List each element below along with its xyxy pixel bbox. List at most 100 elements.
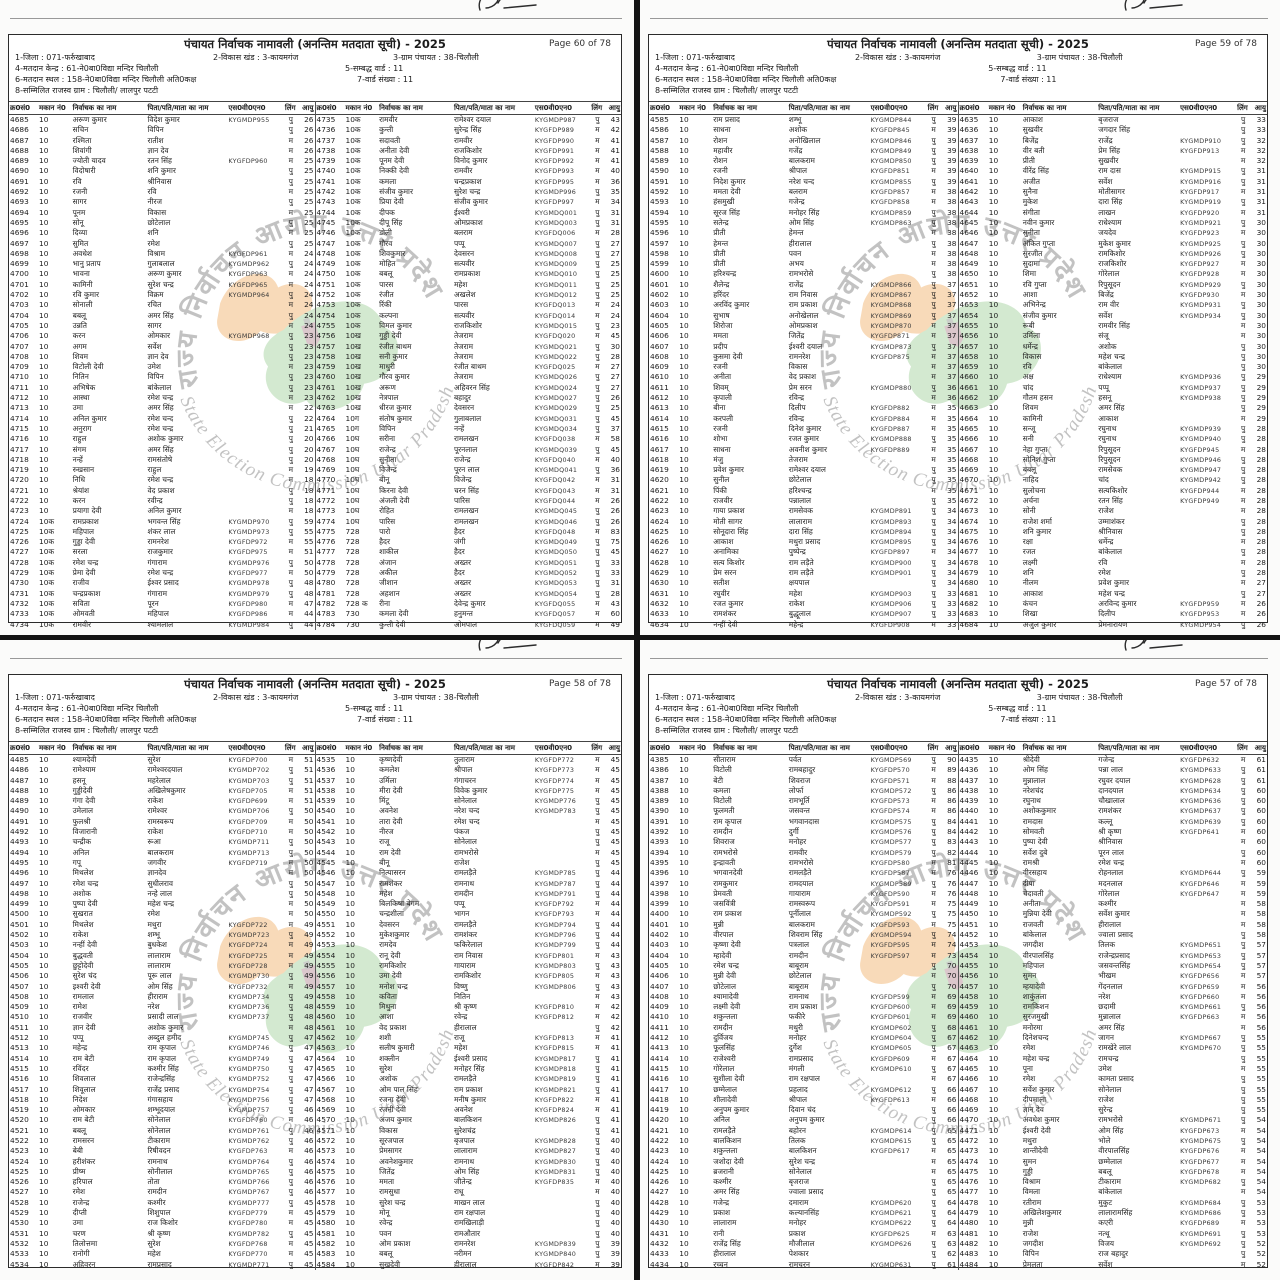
age: 35 (947, 495, 957, 505)
gender: पु (931, 217, 936, 227)
svn-id: KYGFDP882 (870, 404, 910, 413)
age: 39 (947, 145, 957, 155)
age: 57 (1256, 940, 1266, 950)
age: 24 (304, 310, 314, 320)
age: 45 (304, 1218, 314, 1228)
voter-name: अरविंद कुमार (713, 300, 750, 310)
voter-name: नीरज (379, 827, 394, 837)
voter-name: नन्हीं देवी (713, 619, 738, 629)
house-number: 10 (988, 1012, 999, 1022)
relation-name: रामनरेश (788, 351, 811, 361)
age: 30 (1256, 351, 1266, 361)
house-number: 10 (345, 1177, 355, 1187)
voter-row: 4724 10क रामप्रकाश भगवन्त सिंह KYGMDP970 पु 59 (9, 517, 315, 527)
age: 29 (1256, 382, 1266, 392)
relation-name: गायाराम (788, 888, 811, 898)
relation-name: शिवराज (788, 775, 811, 785)
voter-row: 4784 730 कुन्ती देवी ओमपाल KYGFDQ059 म 49 (316, 620, 622, 630)
age: 50 (304, 557, 314, 567)
serial-number: 4592 (650, 187, 669, 197)
meta-revenue-village: 8-सम्मिलित राजस्व ग्राम : चिलौली/ लालपुर… (15, 726, 159, 735)
gender: म (1240, 156, 1246, 166)
gender: पु (595, 248, 600, 258)
house-number: 10 (39, 465, 49, 475)
voter-name: सन्जू (1022, 423, 1036, 433)
serial-number: 4656 (959, 331, 979, 341)
voter-name: अनिल (713, 1115, 730, 1125)
age: 24 (304, 259, 314, 269)
voter-row: 4507 10 इश्वरी देवी ओम सिंह KYGFDP732 म 49 (9, 982, 315, 992)
voter-name: मनोरमा (1022, 1022, 1043, 1032)
svn-id (227, 414, 284, 424)
age: 25 (304, 197, 314, 207)
age: 23 (304, 351, 314, 361)
svn-id: KYGMDQ012 (534, 291, 578, 300)
voter-name: राजेश्वरी (713, 1053, 736, 1063)
voter-row: 4730 10क राजीव ईश्वर प्रसाद KYGMDP978 पु 48 (9, 578, 315, 588)
voter-name: बबलू (379, 1249, 393, 1259)
relation-name: रामशंकर (1098, 806, 1122, 816)
age: 59 (1256, 878, 1266, 888)
age: 39 (610, 1259, 620, 1269)
svn-id (1179, 362, 1236, 372)
svn-id: KYGFDP913 (1180, 146, 1220, 155)
svn-id (870, 1177, 927, 1187)
house-number: 10 (988, 217, 999, 227)
voter-name: रमेश चन्द्र (72, 878, 99, 888)
serial-number: 4688 (10, 145, 29, 155)
relation-name: हैदर (453, 547, 465, 557)
age: 30 (1256, 269, 1266, 279)
voter-name: रमेश (1022, 1074, 1036, 1084)
gender: म (931, 899, 936, 909)
voter-name: महिपाल (72, 526, 94, 536)
svn-id (227, 342, 284, 352)
house-number: 10 (988, 960, 999, 970)
serial-number: 4755 (316, 320, 336, 330)
house-number: 10 (345, 888, 355, 898)
house-number: 10 (988, 485, 999, 495)
age: 28 (1256, 495, 1266, 505)
serial-number: 4418 (650, 1094, 669, 1104)
meta-district: 1-जिला : 071-फर्रुखाबाद (655, 53, 735, 62)
house-number: 10 (39, 1063, 49, 1073)
gender: पु (595, 341, 600, 351)
voter-name: उन्नति (72, 320, 87, 330)
voter-name: शिवलाल (72, 1074, 96, 1084)
relation-name: मनोहर सिंह (453, 1063, 485, 1073)
house-number: 10 (679, 1208, 689, 1218)
relation-name: रामसंतोषे (147, 454, 173, 464)
voter-name: उर्मिला (379, 775, 397, 785)
age: 23 (304, 393, 314, 403)
serial-number: 4521 (10, 1125, 29, 1135)
svn-id (870, 475, 927, 485)
svn-id (534, 1218, 591, 1228)
voter-name: रामकिशन (1022, 1002, 1049, 1012)
svn-id: KYGFDP609 (870, 1054, 910, 1063)
relation-name: आकाश (1098, 413, 1119, 423)
house-number: 10क (39, 578, 55, 588)
svn-id (1179, 506, 1236, 516)
voter-row: 4630 10 सतीश क्षयपाल पु 34 (649, 578, 958, 588)
relation-name: विदेश कुमार (147, 115, 180, 124)
svn-id (534, 837, 591, 847)
relation-name: राधेश्याम (1098, 217, 1122, 227)
relation-name: बिजेंद्र (1098, 290, 1114, 300)
serial-number: 4526 (10, 1177, 29, 1187)
voter-name: रामेश (72, 1002, 87, 1012)
house-number: 10 (679, 1259, 689, 1269)
relation-name: हीरालाल (453, 1259, 477, 1269)
house-number: 10 (345, 1187, 355, 1197)
svn-id: KYGMDP671 (1180, 1116, 1222, 1125)
house-number: 10 (988, 1259, 999, 1269)
age: 29 (1256, 413, 1266, 423)
age: 89 (947, 765, 957, 775)
svn-id: KYGMDP942 (1180, 476, 1222, 485)
age: 41 (610, 1084, 620, 1094)
voter-row: 4434 10 रच्चन रामचरन KYGMDP631 पु 61 (649, 1260, 958, 1270)
age: 44 (610, 868, 620, 878)
gender: पु (1240, 1074, 1246, 1084)
relation-name: राम कृपाल (147, 1043, 176, 1053)
voter-name: जीशान (379, 578, 398, 588)
voter-name: हंसमुखी (713, 197, 735, 207)
voter-name: महावीर (713, 145, 733, 155)
